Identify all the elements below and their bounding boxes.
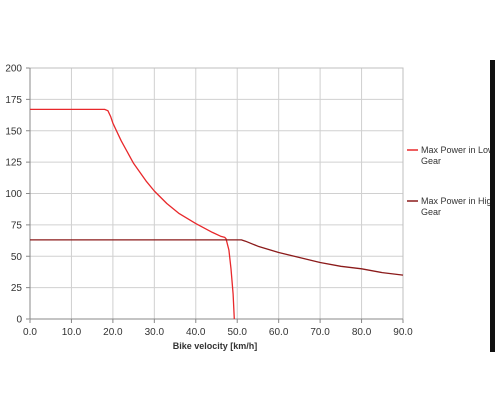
y-tick-label-1: 25	[11, 283, 23, 294]
x-tick-label-8: 80.0	[352, 327, 372, 338]
y-tick-label-5: 125	[5, 158, 22, 169]
legend-entry-1: Max Power in High Gear	[421, 196, 495, 217]
x-tick-label-2: 20.0	[103, 327, 123, 338]
x-tick-label-5: 50.0	[227, 327, 247, 338]
x-tick-label-0: 0.0	[23, 327, 37, 338]
right-edge-bar	[490, 60, 495, 352]
legend-entry-0: Max Power in Low Gear	[421, 145, 495, 166]
x-tick-label-9: 90.0	[393, 327, 413, 338]
y-tick-label-0: 0	[16, 315, 22, 326]
y-tick-label-3: 75	[11, 220, 23, 231]
y-tick-label-7: 175	[5, 95, 22, 106]
x-axis-title: Bike velocity [km/h]	[173, 341, 258, 351]
y-tick-label-4: 100	[5, 189, 22, 200]
x-tick-label-3: 30.0	[145, 327, 165, 338]
tick-labels: 0.0 10.0 20.0 30.0 40.0 50.0 60.0 70.0 80.0 90.0 0…	[5, 64, 413, 339]
x-tick-label-4: 40.0	[186, 327, 206, 338]
x-tick-label-1: 10.0	[62, 327, 82, 338]
y-tick-label-2: 50	[11, 252, 23, 263]
legend: Max Power in Low Gear Max Power in High Gea…	[407, 145, 495, 217]
y-tick-label-6: 150	[5, 126, 22, 137]
series-line-1	[30, 239, 404, 276]
series-lines	[30, 108, 404, 320]
axes	[26, 67, 404, 323]
y-tick-label-8: 200	[5, 64, 22, 75]
series-line-0	[30, 108, 235, 320]
x-tick-label-6: 60.0	[269, 327, 289, 338]
x-tick-label-7: 70.0	[310, 327, 330, 338]
